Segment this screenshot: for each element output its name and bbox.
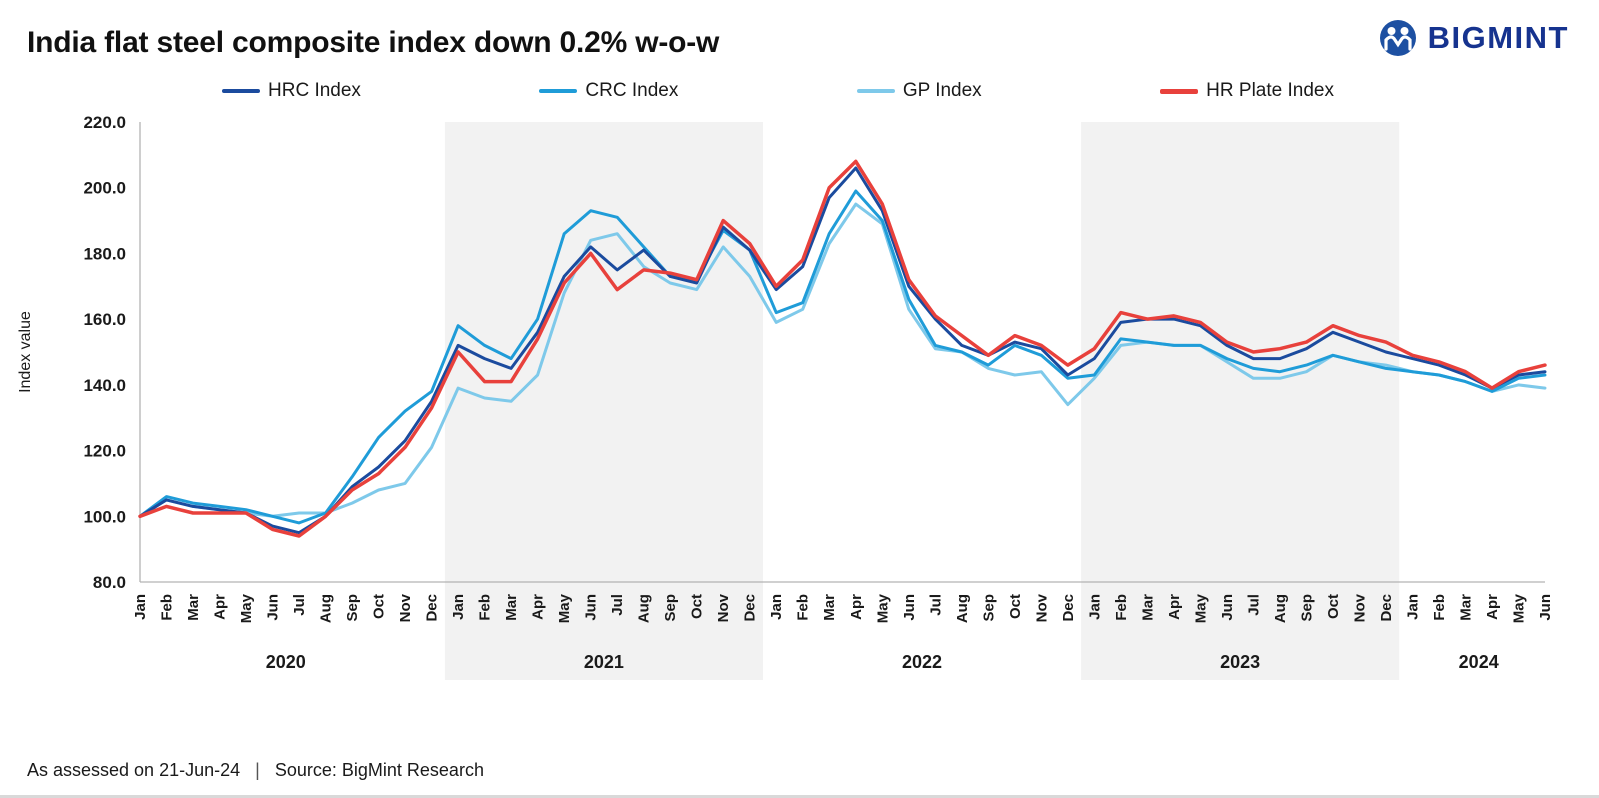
legend-swatch-gp-index <box>856 89 895 93</box>
month-label: Jul <box>1245 594 1262 616</box>
month-label: Jan <box>132 594 149 620</box>
month-label: Sep <box>980 594 997 622</box>
month-label: Mar <box>1139 594 1156 621</box>
legend-label-gp-index: GP Index <box>902 80 982 101</box>
bigmint-logo: BIGMINT <box>1377 18 1569 58</box>
page-title: India flat steel composite index down 0.… <box>27 26 720 59</box>
footer-separator: | <box>255 760 260 780</box>
month-label: Nov <box>1351 593 1368 622</box>
month-label: Sep <box>662 594 679 622</box>
month-label: Apr <box>530 594 547 620</box>
month-label: Nov <box>397 593 414 622</box>
y-tick-label: 100.0 <box>83 507 126 526</box>
month-label: Oct <box>1007 594 1024 619</box>
month-label: Oct <box>1325 594 1342 619</box>
y-tick-label: 140.0 <box>83 376 126 395</box>
month-label: Nov <box>1033 593 1050 622</box>
month-label: Dec <box>1378 594 1395 622</box>
bigmint-logo-text: BIGMINT <box>1427 20 1569 55</box>
series-line-hrc-index <box>138 166 1547 535</box>
month-label: Jan <box>768 594 785 620</box>
y-axis-title: Index value <box>17 311 34 393</box>
legend-swatch-crc-index <box>539 89 578 93</box>
month-label: Mar <box>1458 594 1475 621</box>
month-label: Jun <box>265 594 282 621</box>
index-chart: 80.0 100.0 120.0 140.0 160.0 180.0 200.0 220.0 I… <box>17 113 1554 680</box>
chart-area: 80.0 100.0 120.0 140.0 160.0 180.0 200.0 220.0 I… <box>0 106 1599 701</box>
legend-item-gp-index: GP Index <box>856 80 982 102</box>
month-label: Mar <box>185 594 202 621</box>
source-text: Source: BigMint Research <box>274 760 484 780</box>
month-label: Jun <box>1537 594 1554 621</box>
month-label: Apr <box>1484 594 1501 620</box>
legend-item-hrc-index: HRC Index <box>222 80 361 102</box>
y-tick-label: 180.0 <box>83 244 126 263</box>
month-label: Aug <box>636 594 653 623</box>
month-label: Feb <box>159 594 176 621</box>
month-label: May <box>238 593 255 623</box>
series-line-crc-index <box>138 189 1547 525</box>
bigmint-logo-icon <box>1379 20 1416 56</box>
month-label: Dec <box>1060 594 1077 622</box>
month-label: Jun <box>583 594 600 621</box>
month-label: Feb <box>795 594 812 621</box>
chart-legend: HRC Index CRC Index GP Index HR Plate Index <box>222 80 1334 102</box>
series-line-gp-index <box>138 202 1547 518</box>
month-label: Jun <box>1219 594 1236 621</box>
month-label: Jan <box>1405 594 1422 620</box>
month-label: Mar <box>503 594 520 621</box>
legend-label-hrc-index: HRC Index <box>268 80 361 101</box>
month-label: May <box>874 593 891 623</box>
month-label: Nov <box>715 593 732 622</box>
assessed-date: As assessed on 21-Jun-24 <box>27 760 241 780</box>
month-label: Aug <box>954 594 971 623</box>
year-band-2023 <box>1081 122 1400 680</box>
month-label: May <box>1192 593 1209 623</box>
legend-swatch-hrc-index <box>222 89 260 93</box>
y-tick-label: 220.0 <box>83 113 126 132</box>
month-label: Apr <box>848 594 865 620</box>
series-line-hr-plate-index <box>138 159 1547 538</box>
month-label: Jan <box>1086 594 1103 620</box>
month-label: Feb <box>1431 594 1448 621</box>
header: India flat steel composite index down 0.… <box>0 0 1599 60</box>
y-tick-label: 200.0 <box>83 179 126 198</box>
legend-label-crc-index: CRC Index <box>585 80 679 101</box>
year-label-2020: 2020 <box>266 652 306 672</box>
month-label: May <box>1511 593 1528 623</box>
y-tick-label: 160.0 <box>83 310 126 329</box>
month-label: Jun <box>901 594 918 621</box>
month-label: Sep <box>1298 594 1315 622</box>
month-label: Apr <box>212 594 229 620</box>
month-label: Sep <box>344 594 361 622</box>
month-label: Oct <box>371 594 388 619</box>
month-label: Jul <box>291 594 308 616</box>
year-label-2024: 2024 <box>1459 652 1499 672</box>
legend-label-hr-plate-index: HR Plate Index <box>1206 80 1334 101</box>
month-label: Feb <box>1113 594 1130 621</box>
month-label: Jul <box>927 594 944 616</box>
month-label: Dec <box>424 594 441 622</box>
month-label: Mar <box>821 594 838 621</box>
year-label-2022: 2022 <box>902 652 942 672</box>
year-label-2023: 2023 <box>1220 652 1260 672</box>
month-label: Jan <box>450 594 467 620</box>
month-label: Aug <box>1272 594 1289 623</box>
month-label: Oct <box>689 594 706 619</box>
month-label: Apr <box>1166 594 1183 620</box>
month-label: Aug <box>318 594 335 623</box>
footer: As assessed on 21-Jun-24 | Source: BigMi… <box>0 760 1599 795</box>
month-label: Dec <box>742 594 759 622</box>
legend-swatch-hr-plate-index <box>1160 88 1199 94</box>
y-tick-label: 120.0 <box>83 442 126 461</box>
y-tick-label: 80.0 <box>93 573 126 592</box>
legend-item-hr-plate-index: HR Plate Index <box>1160 80 1334 102</box>
month-label: Feb <box>477 594 494 621</box>
legend-item-crc-index: CRC Index <box>539 80 678 102</box>
month-label: Jul <box>609 594 626 616</box>
year-label-2021: 2021 <box>584 652 624 672</box>
month-label: May <box>556 593 573 623</box>
